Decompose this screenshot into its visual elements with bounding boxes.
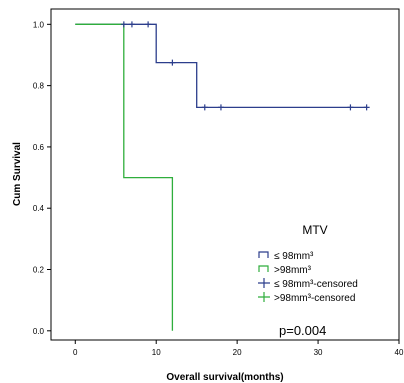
x-axis-title: Overall survival(months) xyxy=(166,372,283,383)
censor-mark xyxy=(201,104,208,111)
x-tick-label: 0 xyxy=(73,348,78,357)
y-tick-label: 0.4 xyxy=(33,204,45,213)
censor-mark xyxy=(347,104,354,111)
y-tick-label: 0.8 xyxy=(33,82,45,91)
legend-symbol-line xyxy=(258,251,269,258)
y-tick-label: 0.6 xyxy=(33,143,45,152)
legend-entry-label: >98mm³-censored xyxy=(274,293,355,304)
y-tick-label: 1.0 xyxy=(33,20,45,29)
p-value-annotation: p=0.004 xyxy=(279,323,326,338)
censor-mark xyxy=(217,104,224,111)
legend-symbol-line xyxy=(258,265,269,272)
legend-entry-label: ≤ 98mm³ xyxy=(274,251,314,262)
x-tick-label: 30 xyxy=(314,348,323,357)
x-tick-label: 10 xyxy=(152,348,161,357)
censor-mark xyxy=(120,21,127,28)
x-tick-label: 20 xyxy=(233,348,242,357)
legend-title: MTV xyxy=(302,223,327,237)
legend-entry-label: >98mm³ xyxy=(274,265,312,276)
legend-symbol-censor xyxy=(258,292,270,302)
legend-symbol-censor xyxy=(258,278,270,288)
axis-ticks: 0.0 0.2 0.4 0.6 0.8 1.0 0 10 20 30 40 xyxy=(33,20,404,357)
series-group xyxy=(75,23,367,331)
series-line-1 xyxy=(75,23,174,331)
y-tick-label: 0.2 xyxy=(33,266,45,275)
censor-mark xyxy=(169,59,176,66)
censor-mark xyxy=(128,21,135,28)
x-tick-label: 40 xyxy=(395,348,404,357)
y-tick-label: 0.0 xyxy=(33,327,45,336)
series-line-0 xyxy=(75,23,367,109)
legend-entry-label: ≤ 98mm³-censored xyxy=(274,279,358,290)
censor-marks xyxy=(120,21,370,111)
y-axis-title: Cum Survival xyxy=(12,142,23,206)
censor-mark xyxy=(363,104,370,111)
censor-mark xyxy=(145,21,152,28)
plot-frame xyxy=(50,8,400,341)
legend: MTV ≤ 98mm³ >98mm³ ≤ 98mm³-censored >98mm³-… xyxy=(258,223,358,304)
